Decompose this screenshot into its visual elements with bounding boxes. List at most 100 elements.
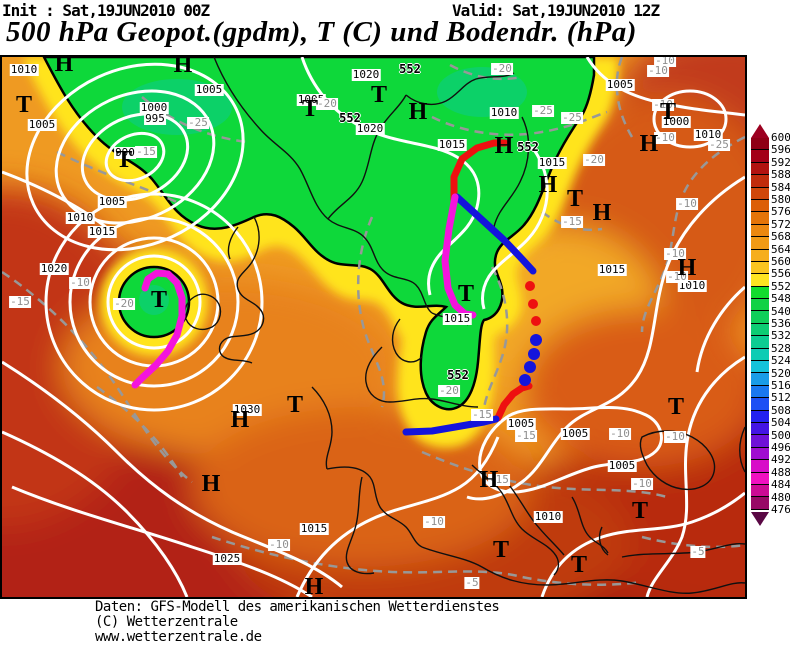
pressure-label: 1015 (537, 156, 567, 169)
colorbar-cell (751, 484, 769, 498)
temperature-label: -15 (561, 215, 583, 228)
pressure-label: 1015 (437, 138, 467, 151)
colorbar-cell (751, 261, 769, 275)
pressure-label: 1005 (607, 459, 637, 472)
data-source-line: Daten: GFS-Modell des amerikanischen Wet… (95, 599, 500, 615)
pressure-label: 1020 (355, 122, 385, 135)
low-pressure-center: T (566, 186, 584, 212)
pressure-label: 1015 (299, 522, 329, 535)
cold-front-line (453, 193, 537, 275)
pressure-label: 1015 (442, 312, 472, 325)
temperature-label: -15 (471, 408, 493, 421)
geopotential-label: 552 (399, 62, 421, 76)
temperature-label: -20 (438, 384, 460, 397)
colorbar-tick-label: 516 (771, 379, 790, 392)
colorbar-cell (751, 435, 769, 448)
colorbar-tick-label: 580 (771, 193, 790, 206)
pressure-label: 1005 (194, 83, 224, 96)
temperature-label: -10 (423, 515, 445, 528)
pressure-label: 1010 (9, 63, 39, 76)
high-pressure-center: H (201, 471, 221, 497)
high-pressure-center: H (54, 55, 74, 77)
colorbar-tick-label: 572 (771, 217, 790, 231)
temperature-label: -20 (491, 62, 513, 75)
colorbar-tick-label: 496 (771, 441, 790, 454)
low-pressure-center: T (370, 82, 388, 108)
front-dot (524, 361, 536, 373)
pressure-label: 1005 (27, 118, 57, 131)
front-dot (530, 334, 542, 346)
colorbar-tick-label: 556 (771, 267, 790, 281)
low-pressure-center: T (492, 537, 510, 563)
colorbar-cell (751, 373, 769, 386)
temperature-label: -10 (647, 64, 669, 77)
temperature-label: -15 (515, 429, 537, 442)
pressure-label: 1000 (661, 115, 691, 128)
colorbar-cell (751, 472, 769, 485)
temperature-label: -15 (9, 295, 31, 308)
temperature-label: -25 (708, 138, 730, 151)
temperature-label: -10 (654, 131, 676, 144)
pressure-label: 1005 (97, 195, 127, 208)
colorbar-cell (751, 286, 769, 300)
temperature-label: -10 (666, 270, 688, 283)
temperature-label: -10 (631, 477, 653, 490)
init-time-label: Init : Sat,19JUN2010 00Z (2, 1, 210, 20)
colorbar-tick-label: 584 (771, 180, 790, 194)
front-dot (528, 299, 538, 309)
colorbar-tick-label: 564 (771, 242, 790, 256)
high-pressure-center: H (304, 574, 324, 599)
colorbar-cell (751, 447, 769, 461)
colorbar-tick-label: 552 (771, 279, 790, 293)
temperature-label: -20 (113, 297, 135, 310)
occluded-front-line (131, 269, 186, 389)
colorbar-tick-label: 528 (771, 341, 790, 355)
front-dot (528, 348, 540, 360)
geopotential-label: 552 (517, 140, 539, 154)
pressure-label: 1005 (560, 427, 590, 440)
pressure-label: 1015 (597, 263, 627, 276)
temperature-label: -5 (464, 576, 480, 589)
colorbar-tick-label: 540 (771, 304, 790, 318)
low-pressure-center: T (15, 92, 33, 118)
temperature-label: -10 (609, 427, 631, 440)
high-pressure-center: H (592, 200, 612, 226)
high-pressure-center: H (230, 407, 250, 433)
pressure-label: 1010 (489, 106, 519, 119)
colorbar-tick-label: 568 (771, 230, 790, 244)
colorbar-cell (751, 497, 769, 510)
pressure-label: 1010 (693, 128, 723, 141)
colorbar-cell (751, 199, 769, 213)
low-pressure-center: T (150, 287, 168, 313)
temperature-label: -15 (135, 145, 157, 158)
colorbar-arrow-up-icon (751, 124, 769, 138)
temperature-label: -20 (316, 97, 338, 110)
colorbar-tick-label: 476 (771, 503, 790, 516)
colorbar-cell (751, 336, 769, 349)
colorbar-cell (751, 398, 769, 411)
colorbar-cell (751, 212, 769, 225)
temperature-label: -5 (690, 545, 706, 558)
front-dot (519, 374, 531, 386)
temperature-label: -20 (583, 153, 605, 166)
colorbar-tick-label: 504 (771, 416, 790, 430)
front-dot (531, 316, 541, 326)
colorbar-cell (751, 187, 769, 200)
low-pressure-center: T (115, 147, 133, 173)
colorbar-cell (751, 237, 769, 250)
colorbar-cell (751, 385, 769, 399)
low-pressure-center: T (570, 552, 588, 578)
geopotential-label: 552 (447, 368, 469, 382)
high-pressure-center: H (538, 172, 558, 198)
colorbar-cell (751, 299, 769, 312)
warm-front-line (450, 139, 509, 203)
weather-map-canvas: 1010 1005 1000 995 990 1005 1005 1010 1015 1020 10… (0, 55, 747, 599)
valid-time-label: Valid: Sat,19JUN2010 12Z (452, 1, 660, 20)
colorbar-cell (751, 249, 769, 262)
high-pressure-center: H (494, 133, 514, 159)
pressure-label: 1025 (212, 552, 242, 565)
colorbar-cell (751, 361, 769, 374)
pressure-label: 1015 (87, 225, 117, 238)
colorbar-cell (751, 410, 769, 423)
